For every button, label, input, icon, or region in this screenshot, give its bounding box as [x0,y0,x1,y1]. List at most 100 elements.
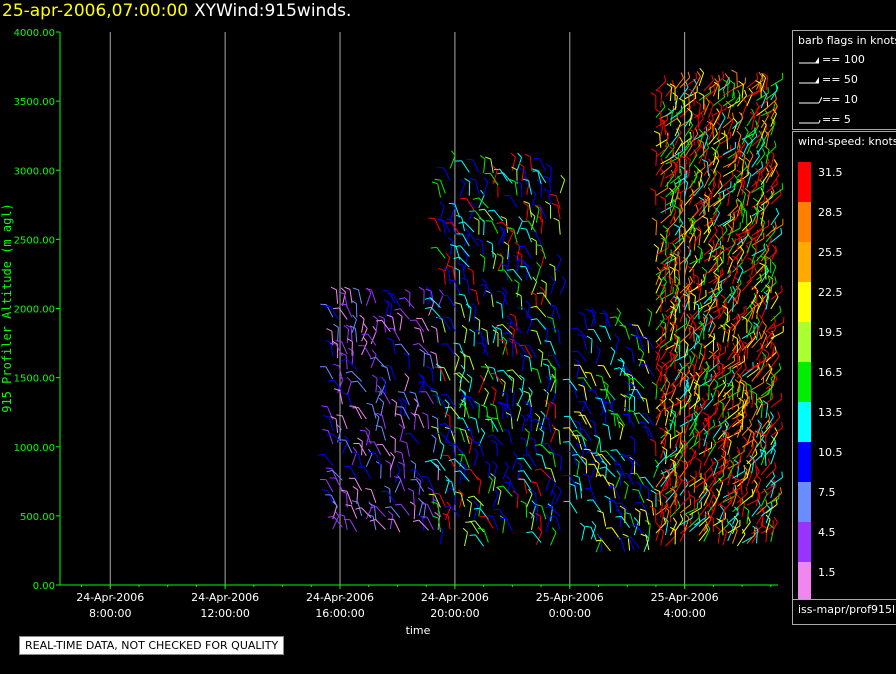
wind-barb [540,219,544,234]
wind-barb [590,372,597,387]
wind-barb-flag [511,166,518,171]
wind-barb [698,305,700,320]
wind-barb [760,249,770,262]
wind-barb-flag [673,267,679,272]
wind-barb-flag [485,156,491,160]
wind-barb-flag [333,363,340,367]
wind-barb [736,202,742,217]
wind-barb [437,394,446,408]
wind-barb-flag [733,174,739,180]
wind-barb-flag [613,463,620,465]
wind-barb-flag [595,453,602,456]
wind-barb [385,303,390,318]
wind-barb [703,175,711,189]
wind-barb-flag [659,372,666,377]
wind-barb [746,464,752,479]
wind-barb [722,217,735,227]
wind-barb-flag [745,487,748,494]
wind-barb [713,475,725,486]
wind-barb-flag [669,83,676,88]
wind-barb-flag [600,450,607,453]
wind-barb [740,202,743,217]
wind-barb-flag [736,450,742,456]
wind-barb-flag [549,303,555,309]
wind-barb-flag [689,494,695,499]
wind-barb-flag [341,358,348,361]
wind-barb [708,199,721,208]
wind-barb-flag [777,411,781,418]
wind-barb [418,519,429,531]
wind-barb-flag [732,265,738,271]
wind-barb [770,188,783,198]
wind-barb-flag [561,276,567,282]
wind-barb-flag [719,256,723,263]
wind-barb [510,415,513,430]
wind-barb-flag [702,421,706,429]
wind-barb-flag [716,518,723,522]
wind-barb-flag [696,502,699,509]
wind-barb [756,299,763,313]
wind-barb [736,354,739,369]
wind-barb [765,170,774,184]
wind-barb-flag [779,188,782,195]
wind-barb [708,184,717,197]
wind-barb-flag [586,451,593,453]
wind-barb-flag [444,412,451,417]
wind-barb-flag [759,206,765,211]
wind-barb-flag [757,229,759,236]
wind-barb-flag [394,476,401,479]
wind-barb [770,87,779,101]
wind-barb [392,328,401,341]
wind-barb [660,328,665,343]
wind-barb-flag [530,329,537,332]
wind-barb-flag [453,372,460,375]
speed-color-swatch [798,482,811,522]
wind-barb [732,297,735,312]
wind-barb [448,270,451,285]
wind-barb-flag [562,378,569,381]
wind-barb-flag [659,195,666,200]
wind-barb [722,364,724,379]
wind-barb-flag [622,533,629,538]
wind-barb-flag [699,475,705,481]
wind-barb-flag [669,187,675,193]
x-tick-time: 20:00:00 [430,607,479,620]
wind-barb-flag [603,401,610,404]
wind-barb-flag [637,359,644,361]
wind-barb [703,346,706,361]
wind-barb-flag [476,342,483,344]
wind-barb-flag [367,448,373,455]
wind-barb [361,328,368,342]
wind-barb-flag [754,487,760,493]
wind-barb [454,458,465,470]
wind-barb [732,477,746,485]
barb-sample-icon [799,119,821,124]
wind-barb [483,392,489,406]
wind-barb [381,320,391,332]
wind-barb-flag [751,286,757,291]
wind-barb [335,343,343,357]
wind-barb-flag [326,469,333,473]
wind-barb-flag [524,428,530,433]
wind-barb [554,379,557,394]
wind-barb-flag [739,339,744,345]
wind-barb-flag [493,508,500,511]
wind-barb [584,415,592,428]
wind-barb-flag [574,481,581,485]
wind-barb [436,246,446,259]
wind-barb-flag [715,403,719,410]
wind-barb [746,140,754,155]
speed-color-swatch [798,522,811,562]
wind-barb-flag [760,432,766,436]
wind-barb [655,80,667,92]
wind-barb-flag [717,197,722,204]
wind-barb [525,503,528,518]
wind-barb [507,245,510,260]
speed-legend-label: 4.5 [818,526,836,539]
wind-barb-flag [748,319,753,326]
wind-barb [713,108,727,116]
wind-barb [358,454,363,469]
wind-barb-flag [642,426,649,429]
wind-barb [346,491,353,505]
wind-barb [765,476,775,488]
